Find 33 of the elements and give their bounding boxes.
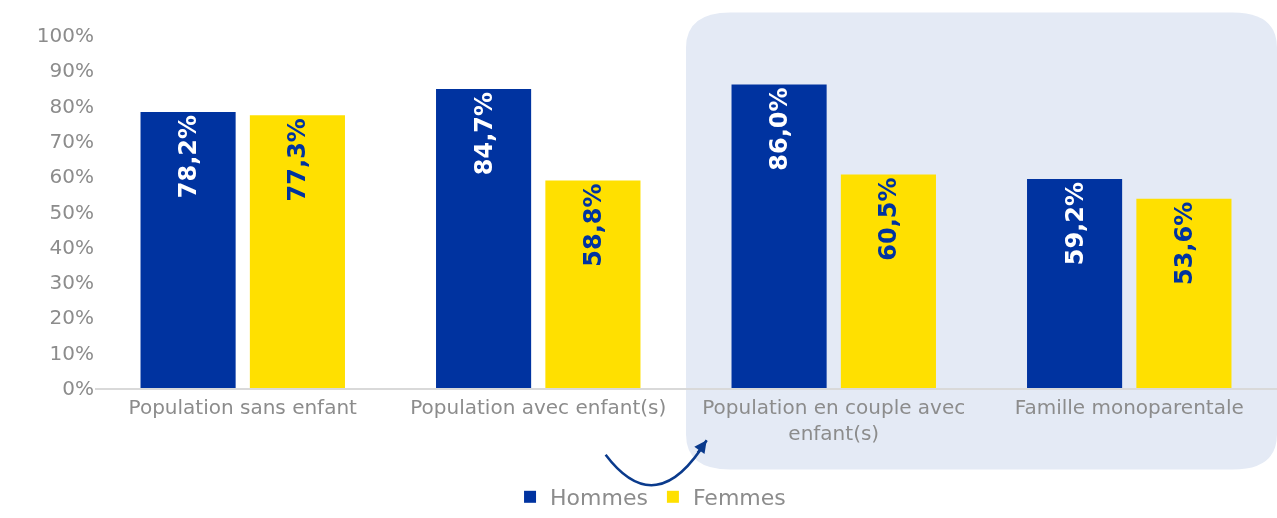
- y-tick-label: 80%: [49, 93, 94, 118]
- y-tick-label: 60%: [49, 164, 94, 189]
- bar: [1027, 179, 1123, 388]
- data-label: 84,7%: [469, 92, 498, 176]
- x-tick-label: Population sans enfant: [128, 395, 358, 419]
- data-label: 53,6%: [1169, 201, 1198, 286]
- bar: [1136, 198, 1232, 388]
- data-label: 58,8%: [578, 183, 607, 267]
- y-tick-label: 90%: [49, 58, 94, 83]
- y-tick-label: 20%: [49, 305, 94, 330]
- bar: [249, 115, 345, 388]
- y-tick-label: 0%: [62, 376, 94, 400]
- data-label: 59,2%: [1060, 182, 1089, 266]
- bar: [545, 180, 641, 388]
- data-label: 60,5%: [874, 177, 903, 261]
- bar: [731, 84, 827, 388]
- x-tick-label: Famille monoparentale: [1014, 395, 1244, 419]
- data-label: 77,3%: [283, 118, 312, 202]
- legend-label: Hommes: [550, 485, 648, 511]
- bar: [436, 89, 532, 388]
- y-tick-label: 70%: [49, 128, 94, 153]
- x-tick-label: Population avec enfant(s): [410, 395, 667, 419]
- data-label: 86,0%: [765, 87, 794, 171]
- data-label: 78,2%: [174, 114, 203, 199]
- x-tick-label: Population en couple avec enfant(s): [702, 395, 966, 445]
- y-tick-label: 100%: [36, 23, 94, 47]
- bar: [840, 174, 936, 388]
- y-tick-label: 40%: [49, 234, 94, 259]
- y-tick-label: 10%: [49, 340, 94, 365]
- y-tick-label: 50%: [49, 199, 94, 224]
- bar: [140, 111, 236, 388]
- legend-label: Femmes: [692, 485, 786, 511]
- y-tick-label: 30%: [49, 270, 94, 295]
